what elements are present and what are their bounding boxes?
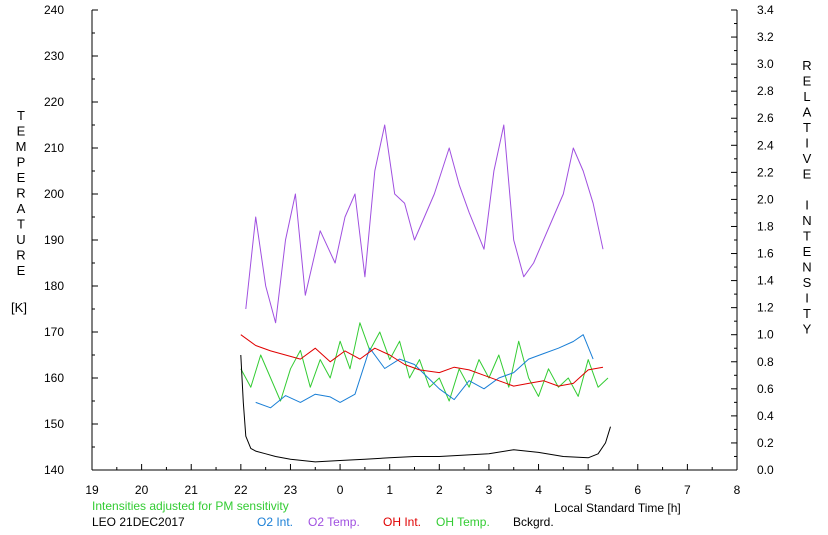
left-y-label-letter: T xyxy=(17,108,25,123)
legend-entry-oh-int: OH Int. xyxy=(383,515,421,529)
right-y-label-letter: R xyxy=(802,58,811,73)
x-tick-label: 20 xyxy=(135,483,149,497)
right-y-tick-label: 1.6 xyxy=(757,247,774,261)
right-y-label-letter: Y xyxy=(803,322,812,337)
right-y-tick-label: 2.4 xyxy=(757,138,774,152)
series-line-oh-temp xyxy=(240,322,609,402)
left-y-tick-label: 220 xyxy=(44,95,64,109)
right-y-label-letter: L xyxy=(803,89,810,104)
legend-entry-o2-int: O2 Int. xyxy=(257,515,293,529)
series-line-o2-int xyxy=(255,334,594,409)
right-y-tick-label: 1.8 xyxy=(757,219,774,233)
x-tick-label: 22 xyxy=(234,483,248,497)
left-y-label-letter: T xyxy=(17,217,25,232)
left-y-tick-label: 210 xyxy=(44,141,64,155)
left-y-unit: [K] xyxy=(11,300,27,315)
station-date-label: LEO 21DEC2017 xyxy=(92,515,185,529)
series-line-oh-int xyxy=(240,334,604,387)
x-tick-label: 23 xyxy=(284,483,298,497)
left-y-tick-label: 180 xyxy=(44,279,64,293)
right-y-label-letter: T xyxy=(803,306,811,321)
right-y-tick-label: 2.0 xyxy=(757,192,774,206)
left-y-label-letter: E xyxy=(17,170,26,185)
x-axis: 19 20 21 22 23 0 1 2 3 4 5 6 7 8 xyxy=(85,464,741,497)
left-y-label-letter: E xyxy=(17,263,26,278)
right-y-tick-label: 3.2 xyxy=(757,30,774,44)
left-y-label-letter: M xyxy=(16,139,27,154)
right-y-label-letter: I xyxy=(805,198,809,213)
right-y-tick-label: 3.0 xyxy=(757,57,774,71)
x-tick-label: 3 xyxy=(486,483,493,497)
right-y-tick-label: 2.2 xyxy=(757,165,774,179)
right-y-tick-label: 1.2 xyxy=(757,301,774,315)
right-y-tick-label: 3.4 xyxy=(757,3,774,17)
x-axis-title: Local Standard Time [h] xyxy=(554,501,681,515)
left-y-label-letter: E xyxy=(17,124,26,139)
right-y-tick-label: 2.6 xyxy=(757,111,774,125)
legend-entry-bckgrd: Bckgrd. xyxy=(513,515,554,529)
right-y-label-letter: E xyxy=(803,244,812,259)
left-y-axis: 140 150 160 170 180 190 200 210 220 230 240 xyxy=(44,3,98,477)
left-y-label-letter: R xyxy=(16,186,25,201)
right-y-label-letter: T xyxy=(803,229,811,244)
right-y-label-letter: I xyxy=(805,291,809,306)
right-y-label-letter: S xyxy=(803,275,812,290)
left-y-label-letter: P xyxy=(17,155,26,170)
left-y-tick-label: 240 xyxy=(44,3,64,17)
left-y-tick-label: 170 xyxy=(44,325,64,339)
series-line-bckgrd xyxy=(240,354,611,463)
x-tick-label: 5 xyxy=(585,483,592,497)
right-y-tick-label: 0.6 xyxy=(757,382,774,396)
x-tick-label: 6 xyxy=(634,483,641,497)
right-y-tick-label: 0.0 xyxy=(757,463,774,477)
x-tick-label: 1 xyxy=(386,483,393,497)
left-y-tick-label: 150 xyxy=(44,417,64,431)
left-y-tick-label: 200 xyxy=(44,187,64,201)
x-tick-label: 2 xyxy=(436,483,443,497)
right-y-label-letter: E xyxy=(803,167,812,182)
right-y-label-letter: I xyxy=(805,136,809,151)
right-y-label-letter: A xyxy=(803,105,812,120)
legend: Intensities adjusted for PM sensitivity L… xyxy=(92,499,554,529)
x-tick-label: 0 xyxy=(337,483,344,497)
right-y-label-letter: N xyxy=(802,213,811,228)
right-y-label-letter: T xyxy=(803,120,811,135)
x-tick-label: 8 xyxy=(734,483,741,497)
series-line-o2-temp xyxy=(245,124,604,324)
right-y-label-letter: N xyxy=(802,260,811,275)
x-tick-label: 19 xyxy=(85,483,99,497)
legend-entry-o2-temp: O2 Temp. xyxy=(308,515,360,529)
left-y-tick-label: 230 xyxy=(44,49,64,63)
left-y-tick-label: 160 xyxy=(44,371,64,385)
adjustment-note: Intensities adjusted for PM sensitivity xyxy=(92,499,289,513)
right-y-tick-label: 0.8 xyxy=(757,355,774,369)
left-y-tick-label: 140 xyxy=(44,463,64,477)
left-y-tick-label: 190 xyxy=(44,233,64,247)
right-y-tick-label: 1.0 xyxy=(757,328,774,342)
right-y-tick-label: 1.4 xyxy=(757,274,774,288)
right-y-label-letter: E xyxy=(803,74,812,89)
right-y-tick-label: 2.8 xyxy=(757,84,774,98)
left-y-label-letter: R xyxy=(16,248,25,263)
series-layer xyxy=(240,124,611,463)
left-y-label-letter: U xyxy=(16,232,25,247)
x-tick-label: 21 xyxy=(185,483,199,497)
x-tick-label: 7 xyxy=(684,483,691,497)
legend-entry-oh-temp: OH Temp. xyxy=(436,515,490,529)
right-y-tick-label: 0.2 xyxy=(757,436,774,450)
right-y-tick-label: 0.4 xyxy=(757,409,774,423)
right-y-label-letter: V xyxy=(803,151,812,166)
right-y-axis: 0.0 0.2 0.4 0.6 0.8 1.0 1.2 1.4 1.6 1.8 2.0 2.2 2.4 2… xyxy=(731,3,774,477)
left-y-label-letter: A xyxy=(17,201,26,216)
x-tick-label: 4 xyxy=(535,483,542,497)
